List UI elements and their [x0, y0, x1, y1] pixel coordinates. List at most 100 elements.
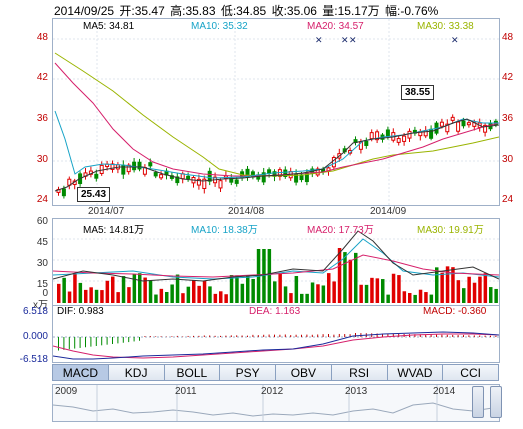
- macd-panel[interactable]: DIF: 0.983 DEA: 1.163 MACD: -0.360: [52, 305, 500, 363]
- candle-body: [202, 178, 207, 190]
- volume-bar: [294, 275, 299, 303]
- volume-bar: [186, 286, 191, 303]
- range-navigator[interactable]: 2009 2011 2012 2013 2014: [52, 384, 500, 422]
- volume-bar: [121, 276, 126, 303]
- quote-close: 收:35.06: [271, 4, 317, 18]
- volume-bar: [84, 289, 88, 303]
- volume-bar: [197, 285, 201, 303]
- date-label-aug: 2014/08: [228, 206, 265, 217]
- date-label-sep: 2014/09: [370, 206, 407, 217]
- price-axis-left-24: 24: [36, 194, 48, 205]
- candle-body: [234, 179, 239, 184]
- volume-bar: [229, 275, 234, 303]
- candle-body: [364, 140, 369, 146]
- volume-panel[interactable]: MA5: 14.81万 MA10: 18.38万 MA20: 17.73万 MA…: [52, 218, 500, 306]
- volume-bar: [429, 294, 434, 303]
- volume-bar: [467, 276, 471, 303]
- volume-bar: [278, 273, 282, 303]
- volume-bar: [316, 284, 320, 303]
- high-callout: 38.55: [401, 85, 435, 100]
- tab-psy[interactable]: PSY: [219, 364, 276, 381]
- macd-histogram: [58, 333, 497, 351]
- volume-bar: [408, 292, 412, 303]
- quote-header: 2014/09/25 开:35.47 高:35.83 低:34.85 收:35.…: [54, 2, 514, 18]
- vol-ma5-label: MA5: 14.81万: [83, 225, 145, 236]
- ma10-label: MA10: 35.32: [191, 21, 248, 32]
- macd-axis-bottom: -6.518: [19, 354, 48, 365]
- price-axis-right-30: 30: [502, 154, 514, 165]
- volume-chart: [52, 230, 500, 303]
- volume-bar: [402, 291, 407, 303]
- ma30-line: [54, 52, 500, 177]
- volume-bar: [148, 280, 153, 303]
- volume-bar: [478, 276, 482, 303]
- vol-ma10-label: MA10: 18.38万: [191, 225, 258, 236]
- volume-bar: [100, 290, 104, 303]
- svg-text:✕: ✕: [341, 35, 349, 45]
- ma5-label: MA5: 34.81: [83, 21, 135, 32]
- candle-body: [261, 172, 266, 183]
- candle-body: [450, 116, 455, 121]
- price-axis-right-48: 48: [502, 32, 514, 43]
- volume-bar: [310, 282, 315, 303]
- candle-body: [483, 124, 488, 133]
- candlesticks: [56, 114, 498, 199]
- volume-bar: [445, 266, 450, 303]
- macd-axis-zero: 0.000: [22, 331, 48, 342]
- tab-cci[interactable]: CCI: [442, 364, 499, 381]
- volume-bar: [78, 282, 83, 303]
- range-handle-left[interactable]: [472, 386, 484, 418]
- volume-bar: [343, 252, 347, 303]
- price-panel[interactable]: ✕ ✕ ✕ ✕ MA5: 34.81 MA10: 35.32 MA20: 34.…: [52, 18, 500, 206]
- nav-year-2012: 2012: [261, 386, 284, 397]
- price-axis-left-30: 30: [36, 154, 48, 165]
- volume-bar: [289, 293, 293, 303]
- volume-bar: [440, 272, 444, 303]
- range-handle-right[interactable]: [490, 386, 502, 418]
- navigator-sparkline: [52, 385, 500, 421]
- candle-body: [375, 131, 380, 141]
- volume-bar: [337, 248, 342, 303]
- svg-text:✕: ✕: [349, 35, 357, 45]
- date-label-jul: 2014/07: [88, 206, 125, 217]
- volume-bar: [170, 284, 174, 303]
- volume-bar: [89, 287, 93, 303]
- tab-obv[interactable]: OBV: [275, 364, 332, 381]
- volume-bar: [165, 291, 169, 303]
- volume-bar: [192, 280, 196, 303]
- volume-bar: [273, 281, 277, 303]
- price-axis-right-36: 36: [502, 113, 514, 124]
- macd-axis-top: 6.518: [22, 306, 48, 317]
- volume-bar: [219, 291, 223, 303]
- volume-bar: [300, 293, 304, 303]
- dif-label: DIF: 0.983: [57, 306, 104, 317]
- price-axis-left-42: 42: [36, 72, 48, 83]
- tab-wvad[interactable]: WVAD: [386, 364, 444, 381]
- volume-bar: [267, 249, 272, 303]
- volume-bar: [181, 293, 185, 303]
- price-axis-right-24: 24: [502, 194, 514, 205]
- volume-bar: [435, 267, 439, 303]
- candle-body: [402, 135, 407, 142]
- tab-boll[interactable]: BOLL: [163, 364, 221, 381]
- tab-macd[interactable]: MACD: [52, 364, 109, 381]
- dea-label: DEA: 1.163: [249, 306, 301, 317]
- volume-bar: [375, 278, 380, 303]
- tab-kdj[interactable]: KDJ: [107, 364, 165, 381]
- svg-text:✕: ✕: [451, 35, 459, 45]
- price-axis-left-48: 48: [36, 32, 48, 43]
- volume-bar: [327, 273, 331, 303]
- tab-rsi[interactable]: RSI: [330, 364, 388, 381]
- volume-bar: [359, 284, 363, 303]
- nav-year-2013: 2013: [345, 386, 368, 397]
- vol-ma5-line: [52, 230, 500, 282]
- svg-text:✕: ✕: [315, 35, 323, 45]
- macd-chart: [52, 331, 500, 360]
- volume-bar: [451, 267, 455, 303]
- candle-body: [148, 162, 153, 167]
- volume-bar: [418, 289, 423, 303]
- volume-bar: [235, 275, 239, 303]
- nav-year-2014: 2014: [433, 386, 456, 397]
- volume-bar: [154, 294, 158, 303]
- ma30-label: MA30: 33.38: [417, 21, 474, 32]
